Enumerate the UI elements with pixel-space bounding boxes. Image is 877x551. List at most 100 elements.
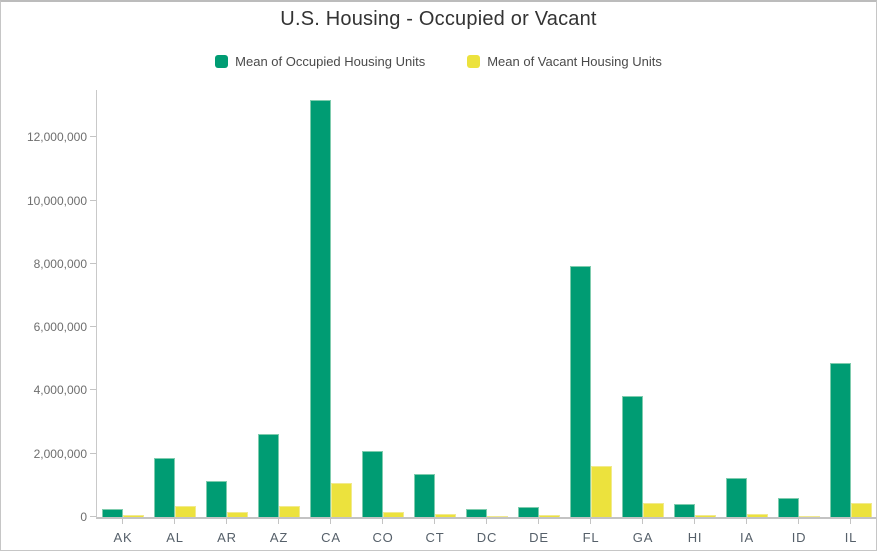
x-category-label-ga: GA	[632, 530, 654, 545]
occupied-bar-dc[interactable]	[466, 509, 487, 517]
x-tick-mark	[434, 519, 435, 524]
vacant-bar-hi[interactable]	[695, 515, 716, 517]
category-group-ak: AK	[97, 90, 149, 545]
category-group-dc: DC	[461, 90, 513, 545]
x-tick-mark	[486, 519, 487, 524]
y-tick-mark	[90, 452, 96, 454]
bar-groups: AK AL AR AZ CA CO CT DC DE FL GA HI IA ID IL	[97, 90, 876, 545]
y-tick-mark	[90, 136, 96, 138]
x-tick-mark	[798, 519, 799, 524]
y-tick-mark	[90, 389, 96, 391]
x-category-label-id: ID	[791, 530, 807, 545]
vacant-bar-co[interactable]	[383, 511, 404, 517]
occupied-bar-co[interactable]	[362, 451, 383, 517]
occupied-bar-il[interactable]	[830, 363, 851, 517]
category-group-il: IL	[825, 90, 876, 545]
occupied-bar-al[interactable]	[154, 457, 175, 517]
category-group-ga: GA	[617, 90, 669, 545]
legend: Mean of Occupied Housing Units Mean of V…	[1, 54, 876, 69]
vacant-bar-ga[interactable]	[643, 503, 664, 517]
y-tick-mark	[90, 262, 96, 264]
category-group-ct: CT	[409, 90, 461, 545]
occupied-bar-ia[interactable]	[726, 478, 747, 517]
category-group-id: ID	[773, 90, 825, 545]
vacant-bar-ca[interactable]	[331, 483, 352, 517]
y-tick-label: 0	[80, 510, 87, 524]
x-category-label-ca: CA	[321, 530, 341, 545]
vacant-bar-az[interactable]	[279, 505, 300, 517]
x-category-label-ct: CT	[425, 530, 445, 545]
occupied-bar-ga[interactable]	[622, 396, 643, 517]
x-tick-mark	[642, 519, 643, 524]
x-tick-mark	[174, 519, 175, 524]
x-tick-mark	[590, 519, 591, 524]
x-tick-mark	[382, 519, 383, 524]
occupied-bar-ca[interactable]	[310, 100, 331, 517]
vacant-series-swatch-icon	[467, 55, 481, 68]
y-tick-mark	[90, 326, 96, 328]
category-group-fl: FL	[565, 90, 617, 545]
category-group-hi: HI	[669, 90, 721, 545]
x-tick-mark	[746, 519, 747, 524]
plot-area: AK AL AR AZ CA CO CT DC DE FL GA HI IA ID IL 0 2,000,00…	[27, 90, 876, 545]
x-tick-mark	[226, 519, 227, 524]
category-group-de: DE	[513, 90, 565, 545]
y-tick-label: 12,000,000	[26, 130, 87, 145]
y-tick-label: 8,000,000	[33, 256, 87, 271]
legend-item-vacant[interactable]: Mean of Vacant Housing Units	[467, 54, 662, 69]
x-category-label-fl: FL	[582, 530, 600, 545]
legend-label-occupied: Mean of Occupied Housing Units	[235, 54, 426, 69]
x-category-label-de: DE	[529, 530, 549, 545]
occupied-series-swatch-icon	[215, 55, 229, 68]
x-category-label-al: AL	[166, 530, 184, 545]
vacant-bar-al[interactable]	[175, 506, 196, 517]
occupied-bar-id[interactable]	[778, 497, 799, 517]
x-category-label-ar: AR	[217, 530, 237, 545]
x-tick-mark	[278, 519, 279, 524]
occupied-bar-az[interactable]	[258, 434, 279, 517]
x-tick-mark	[122, 519, 123, 524]
occupied-bar-fl[interactable]	[570, 265, 591, 517]
vacant-bar-id[interactable]	[799, 515, 820, 517]
vacant-bar-de[interactable]	[539, 515, 560, 517]
x-category-label-az: AZ	[269, 530, 289, 545]
vacant-bar-fl[interactable]	[591, 466, 612, 517]
occupied-bar-ar[interactable]	[206, 481, 227, 517]
x-category-label-ia: IA	[740, 530, 754, 545]
category-group-al: AL	[149, 90, 201, 545]
x-tick-mark	[330, 519, 331, 524]
x-tick-mark	[850, 519, 851, 524]
x-category-label-ak: AK	[113, 530, 133, 545]
x-category-label-dc: DC	[476, 530, 498, 545]
occupied-bar-de[interactable]	[518, 506, 539, 517]
x-category-label-hi: HI	[687, 530, 703, 545]
x-tick-mark	[694, 519, 695, 524]
x-category-label-co: CO	[372, 530, 394, 545]
occupied-bar-ak[interactable]	[102, 508, 123, 517]
y-tick-label: 6,000,000	[33, 320, 87, 335]
legend-label-vacant: Mean of Vacant Housing Units	[487, 54, 662, 69]
vacant-bar-ar[interactable]	[227, 511, 248, 517]
y-tick-label: 4,000,000	[33, 383, 87, 398]
category-group-ar: AR	[201, 90, 253, 545]
x-category-label-il: IL	[844, 530, 858, 545]
vacant-bar-il[interactable]	[851, 503, 872, 517]
category-group-az: AZ	[253, 90, 305, 545]
occupied-bar-ct[interactable]	[414, 474, 435, 517]
y-tick-label: 2,000,000	[33, 446, 87, 461]
y-tick-label: 10,000,000	[26, 193, 87, 208]
y-tick-mark	[90, 516, 96, 517]
y-tick-mark	[90, 199, 96, 201]
category-group-ia: IA	[721, 90, 773, 545]
vacant-bar-ak[interactable]	[123, 514, 144, 517]
vacant-bar-ct[interactable]	[435, 513, 456, 517]
chart-title: U.S. Housing - Occupied or Vacant	[280, 8, 597, 30]
occupied-bar-hi[interactable]	[674, 504, 695, 517]
category-group-ca: CA	[305, 90, 357, 545]
vacant-bar-dc[interactable]	[487, 516, 508, 517]
x-tick-mark	[538, 519, 539, 524]
category-group-co: CO	[357, 90, 409, 545]
legend-item-occupied[interactable]: Mean of Occupied Housing Units	[215, 54, 425, 69]
vacant-bar-ia[interactable]	[747, 513, 768, 517]
